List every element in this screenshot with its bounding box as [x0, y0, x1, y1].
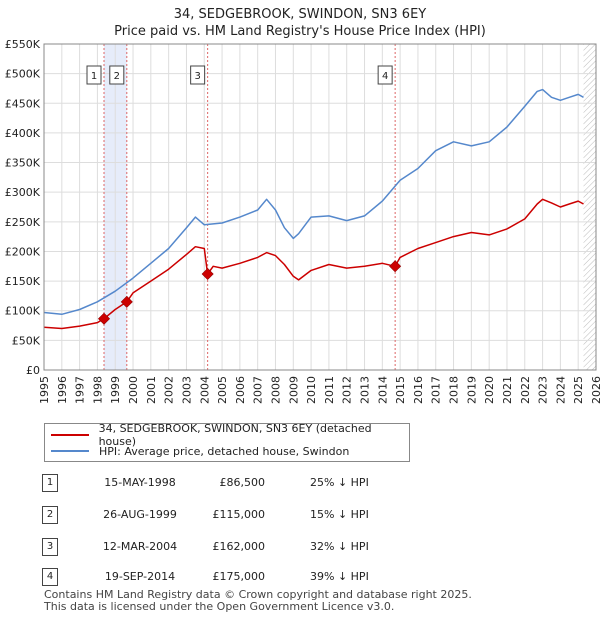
x-tick-label: 1995: [38, 376, 51, 404]
legend-swatch-hpi: [51, 450, 89, 452]
footer: Contains HM Land Registry data © Crown c…: [44, 589, 472, 613]
chart-title: 34, SEDGEBROOK, SWINDON, SN3 6EY Price p…: [0, 6, 600, 40]
sale-label-box: [190, 65, 206, 85]
sale-number-badge: 3: [42, 538, 58, 556]
sale-number-badge: 1: [42, 474, 58, 492]
x-tick-label: 2011: [323, 376, 336, 404]
sale-date: 12-MAR-2004: [102, 540, 178, 553]
sale-number-badge: 4: [42, 568, 58, 586]
x-tick-label: 2026: [590, 376, 600, 404]
sale-price: £86,500: [219, 476, 266, 489]
x-tick-label: 2018: [448, 376, 461, 404]
x-tick-label: 2004: [198, 376, 211, 404]
x-tick-label: 2005: [216, 376, 229, 404]
sale-point: [201, 267, 214, 280]
footer-licence: This data is licensed under the Open Gov…: [44, 600, 395, 613]
sale-date: 26-AUG-1999: [103, 508, 177, 521]
x-tick-label: 2020: [483, 376, 496, 404]
x-tick-label: 2014: [376, 376, 389, 404]
x-tick-label: 2007: [252, 376, 265, 404]
legend-label-hpi: HPI: Average price, detached house, Swin…: [99, 444, 350, 458]
legend-label-property: 34, SEDGEBROOK, SWINDON, SN3 6EY (detach…: [98, 422, 372, 448]
sale-point: [97, 312, 111, 325]
sale-label: 3: [194, 71, 200, 82]
price-chart: £0 £50K £100K £150K £200K £250K £300K £350K £400…: [5, 38, 600, 404]
x-tick-label: 1999: [109, 376, 122, 404]
sale-label: 1: [91, 71, 97, 82]
x-tick-label: 2022: [519, 376, 532, 404]
x-tick-label: 2023: [537, 376, 550, 404]
x-tick-label: 2009: [287, 376, 300, 404]
hpi-series-line: [43, 88, 584, 316]
x-tick-label: 2001: [145, 376, 158, 404]
y-tick-label: £250K: [5, 216, 41, 229]
y-tick-label: £0: [26, 364, 40, 377]
legend-swatch-property: [51, 434, 89, 436]
sale-label-box: [377, 65, 393, 85]
sale-row: 1 15-MAY-1998 £86,500 25% ↓ HPI: [0, 472, 600, 494]
x-tick-label: 2006: [234, 376, 247, 404]
x-tick-label: 2017: [430, 376, 443, 404]
y-tick-label: £350K: [5, 157, 41, 170]
x-tick-label: 1996: [56, 376, 69, 404]
x-tick-label: 2015: [394, 376, 407, 404]
sale-price: £162,000: [212, 540, 266, 553]
x-tick-label: 2019: [465, 376, 478, 404]
x-tick-label: 2024: [554, 376, 567, 404]
x-tick-label: 2013: [359, 376, 372, 404]
forecast-hatch: [583, 44, 596, 370]
x-tick-label: 1998: [91, 376, 104, 404]
y-tick-label: £150K: [5, 275, 41, 288]
title: 34, SEDGEBROOK, SWINDON, SN3 6EY: [173, 7, 427, 22]
x-tick-label: 2002: [163, 376, 176, 404]
y-tick-label: £400K: [5, 127, 41, 140]
sale-price: £175,000: [212, 570, 266, 583]
y-tick-label: £200K: [5, 245, 41, 258]
y-tick-label: £500K: [5, 68, 41, 81]
x-tick-label: 2003: [180, 376, 193, 404]
x-tick-label: 2000: [127, 376, 140, 404]
x-tick-label: 2025: [572, 376, 585, 404]
sale-row: 2 26-AUG-1999 £115,000 15% ↓ HPI: [0, 504, 600, 526]
sale-point: [389, 260, 402, 273]
x-tick-label: 2010: [305, 376, 318, 404]
x-tick-label: 2016: [412, 376, 425, 404]
x-tick-label: 2021: [501, 376, 514, 404]
x-tick-label: 1997: [74, 376, 87, 404]
y-tick-label: £50K: [12, 334, 41, 347]
x-tick-label: 2012: [341, 376, 354, 404]
property-series-line: [43, 198, 584, 330]
legend-item-property: 34, SEDGEBROOK, SWINDON, SN3 6EY (detach…: [51, 422, 409, 448]
subtitle: Price paid vs. HM Land Registry's House …: [114, 24, 486, 39]
sale-label: 2: [114, 71, 120, 82]
sale-row: 4 19-SEP-2014 £175,000 39% ↓ HPI: [0, 566, 600, 588]
sale-hpi-diff: 15% ↓ HPI: [310, 508, 369, 521]
y-tick-label: £450K: [5, 97, 41, 110]
sale-hpi-diff: 25% ↓ HPI: [310, 476, 369, 489]
sale-label: 4: [382, 71, 388, 82]
sale-label-box: [86, 65, 102, 85]
sale-date: 15-MAY-1998: [104, 476, 176, 489]
plot-border: [43, 43, 597, 371]
y-tick-label: £300K: [5, 186, 41, 199]
sale-point: [120, 295, 133, 308]
sale-number-badge: 2: [42, 506, 58, 524]
sale-label-box: [109, 65, 125, 85]
sale-hpi-diff: 32% ↓ HPI: [310, 540, 369, 553]
legend-item-hpi: HPI: Average price, detached house, Swin…: [51, 443, 349, 459]
x-tick-label: 2008: [269, 376, 282, 404]
y-tick-label: £550K: [5, 38, 41, 51]
sale-hpi-diff: 39% ↓ HPI: [310, 570, 369, 583]
y-tick-label: £100K: [5, 305, 41, 318]
footer-copyright: Contains HM Land Registry data © Crown c…: [44, 588, 472, 601]
legend: 34, SEDGEBROOK, SWINDON, SN3 6EY (detach…: [44, 422, 410, 462]
sale-row: 3 12-MAR-2004 £162,000 32% ↓ HPI: [0, 536, 600, 558]
sale-date: 19-SEP-2014: [104, 570, 176, 583]
plot-area: [44, 44, 596, 370]
sale-price: £115,000: [212, 508, 266, 521]
